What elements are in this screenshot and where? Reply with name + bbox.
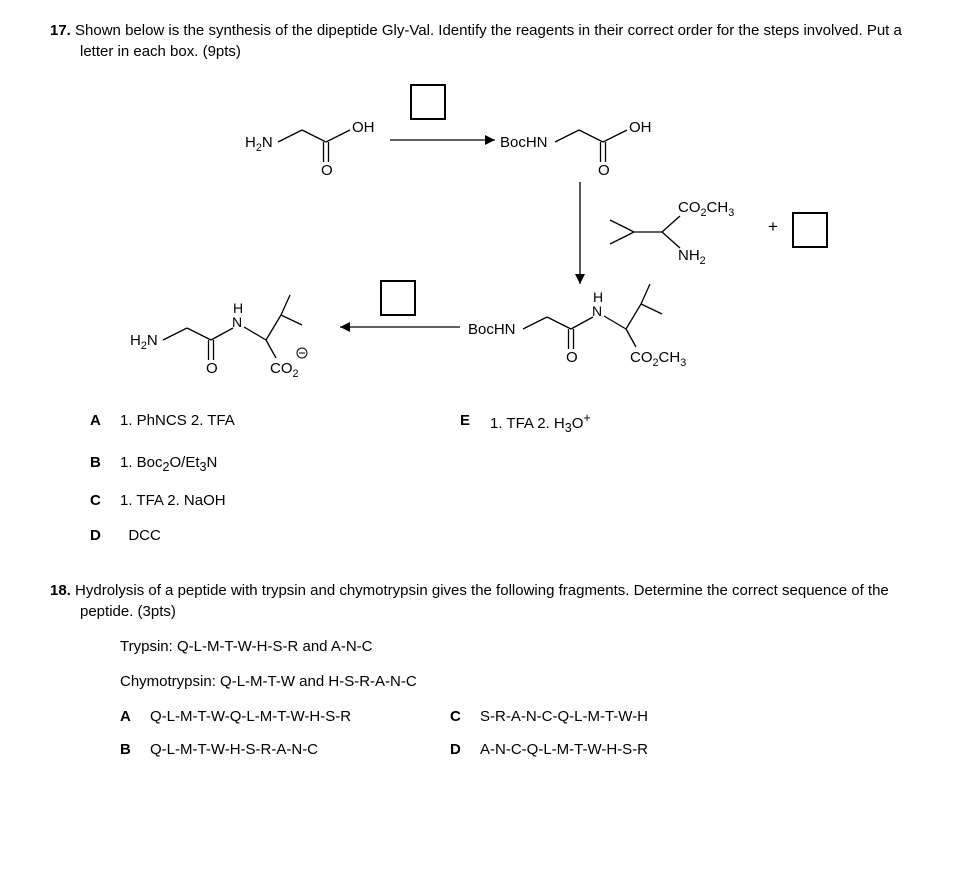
opt-text: 1. Boc2O/Et3N (120, 452, 217, 477)
svg-text:OH: OH (352, 119, 375, 136)
compound-boc-glycine: BocHN OH O (500, 119, 652, 179)
svg-text:H2N: H2N (245, 134, 273, 154)
svg-text:O: O (321, 162, 333, 179)
svg-text:OH: OH (629, 119, 652, 136)
opt-letter: D (450, 739, 480, 760)
q18-chymotrypsin: Chymotrypsin: Q-L-M-T-W and H-S-R-A-N-C (120, 671, 904, 692)
q18-text: Hydrolysis of a peptide with trypsin and… (75, 582, 889, 620)
opt-letter: C (90, 490, 120, 511)
q17-options: A 1. PhNCS 2. TFA E 1. TFA 2. H3O+ B 1. … (90, 410, 904, 546)
svg-text:H: H (593, 289, 603, 305)
opt-text: 1. PhNCS 2. TFA (120, 410, 235, 438)
opt-letter: E (460, 410, 490, 438)
q18-trypsin: Trypsin: Q-L-M-T-W-H-S-R and A-N-C (120, 636, 904, 657)
q18-number: 18. (50, 582, 71, 599)
svg-text:O: O (598, 162, 610, 179)
svg-text:O: O (566, 349, 578, 366)
opt-letter: B (90, 452, 120, 477)
svg-text:+: + (768, 217, 778, 236)
svg-text:CO2CH3: CO2CH3 (678, 199, 734, 219)
opt-letter: A (90, 410, 120, 438)
q17-scheme: H2N OH O BocHN OH O (90, 72, 910, 392)
compound-free-dipeptide: H2N O N H CO2 (130, 295, 307, 380)
svg-text:N: N (592, 303, 602, 319)
opt-letter: B (120, 739, 150, 760)
q17-number: 17. (50, 22, 71, 39)
opt-text: A-N-C-Q-L-M-T-W-H-S-R (480, 739, 648, 760)
svg-text:BocHN: BocHN (500, 134, 548, 151)
answer-box-step1[interactable] (410, 84, 446, 120)
opt-letter: C (450, 706, 480, 727)
opt-text: S-R-A-N-C-Q-L-M-T-W-H (480, 706, 648, 727)
svg-text:N: N (232, 314, 242, 330)
opt-text: Q-L-M-T-W-Q-L-M-T-W-H-S-R (150, 706, 351, 727)
compound-glycine: H2N OH O (245, 119, 375, 179)
opt-text: DCC (120, 525, 161, 546)
svg-text:O: O (206, 360, 218, 377)
opt-letter: D (90, 525, 120, 546)
svg-text:CO2: CO2 (270, 360, 299, 380)
compound-boc-dipeptide: BocHN O N H CO2CH3 (468, 284, 686, 369)
reagent-valine-ester: CO2CH3 NH2 + (610, 199, 778, 267)
svg-text:BocHN: BocHN (468, 321, 516, 338)
arrow-step1 (390, 135, 495, 145)
svg-text:H2N: H2N (130, 332, 158, 352)
q18-options: A Q-L-M-T-W-Q-L-M-T-W-H-S-R C S-R-A-N-C-… (120, 706, 904, 760)
svg-text:NH2: NH2 (678, 247, 706, 267)
q17-stem: 17. Shown below is the synthesis of the … (50, 20, 904, 62)
q17-text: Shown below is the synthesis of the dipe… (75, 22, 902, 60)
opt-letter: A (120, 706, 150, 727)
svg-text:CO2CH3: CO2CH3 (630, 349, 686, 369)
svg-text:H: H (233, 300, 243, 316)
opt-text: 1. TFA 2. H3O+ (490, 410, 591, 438)
opt-text: 1. TFA 2. NaOH (120, 490, 226, 511)
answer-box-step3[interactable] (380, 280, 416, 316)
arrow-step3 (340, 322, 460, 332)
answer-box-step2[interactable] (792, 212, 828, 248)
arrow-step2 (575, 182, 585, 284)
q18-stem: 18. Hydrolysis of a peptide with trypsin… (50, 580, 904, 622)
opt-text: Q-L-M-T-W-H-S-R-A-N-C (150, 739, 318, 760)
